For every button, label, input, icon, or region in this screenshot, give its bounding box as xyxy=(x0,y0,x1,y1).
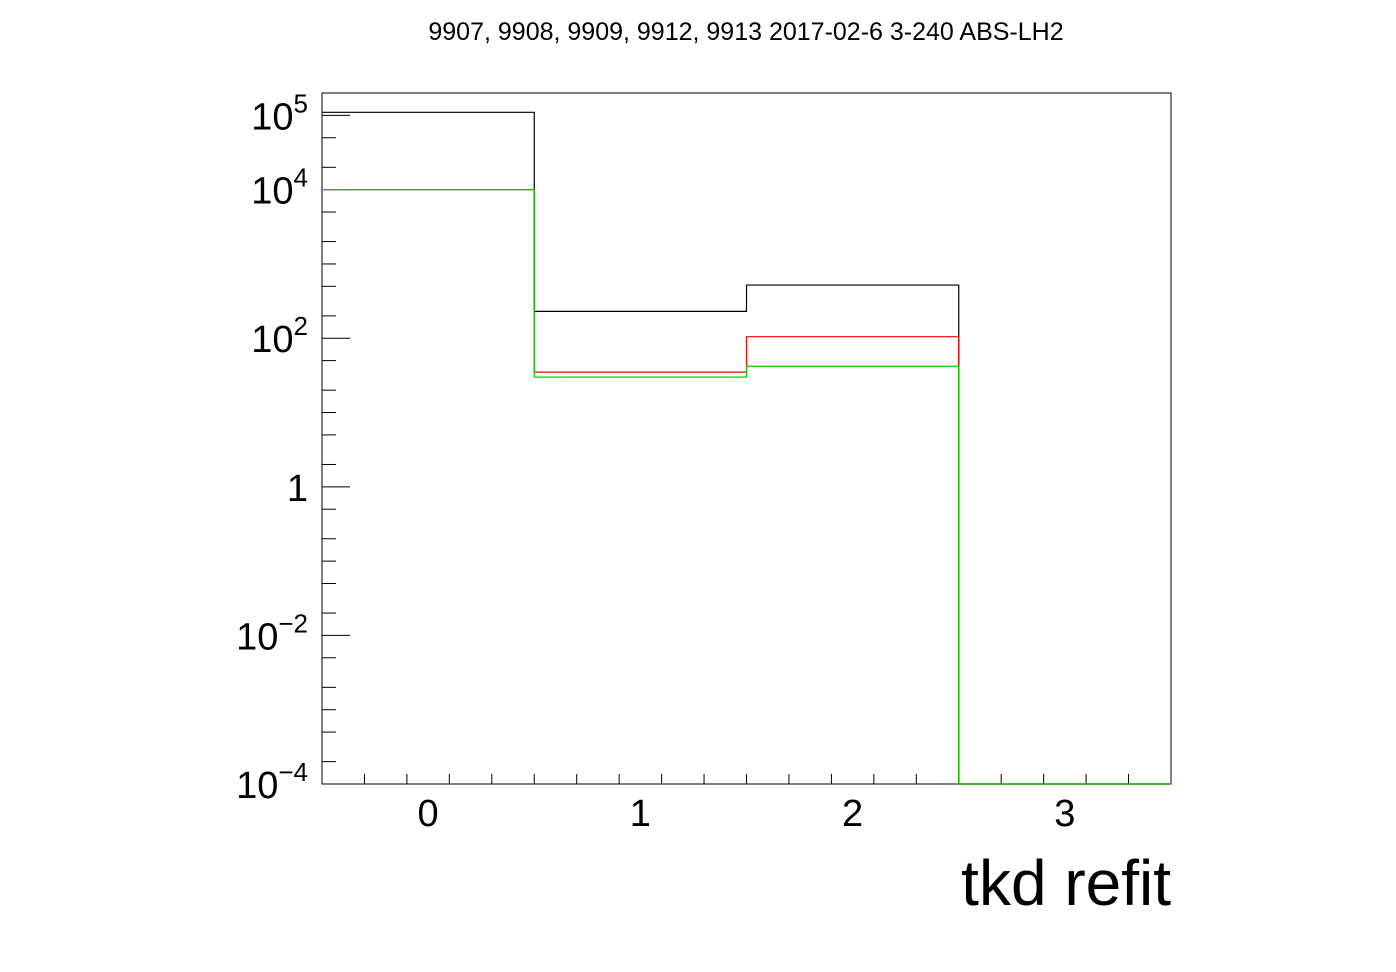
y-tick-label: 105 xyxy=(251,88,308,138)
series-group xyxy=(322,111,1171,785)
x-tick-label: 2 xyxy=(842,793,863,835)
x-tick-labels: 0 1 2 3 xyxy=(418,793,1076,835)
x-tick-label: 1 xyxy=(630,793,651,835)
histogram-series-3 xyxy=(322,189,1171,785)
axis-ticks xyxy=(321,114,1130,785)
y-tick-label: 102 xyxy=(251,311,308,361)
y-tick-label: 10−4 xyxy=(236,757,308,807)
y-tick-label: 1 xyxy=(287,468,308,510)
y-tick-label: 10−2 xyxy=(236,608,308,658)
chart-title: 9907, 9908, 9909, 9912, 9913 2017-02-6 3… xyxy=(428,18,1063,46)
x-axis-label: tkd refit xyxy=(961,847,1171,919)
y-tick-label: 104 xyxy=(251,163,308,213)
x-tick-label: 3 xyxy=(1054,793,1075,835)
x-tick-label: 0 xyxy=(418,793,439,835)
y-tick-labels: 10−4 10−2 1 102 104 105 xyxy=(236,88,308,807)
histogram-series-2 xyxy=(322,189,1171,785)
plot-frame xyxy=(321,92,1172,785)
histogram-series-1 xyxy=(322,111,1171,785)
